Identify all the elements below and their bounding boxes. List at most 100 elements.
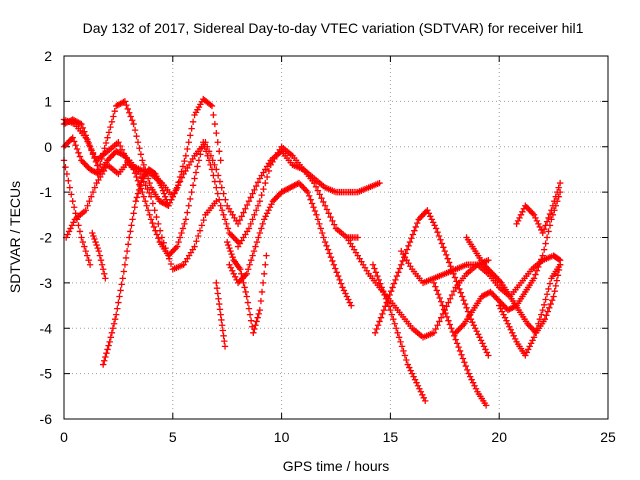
data-point [405, 242, 412, 250]
data-point [329, 257, 336, 265]
data-point [113, 311, 120, 318]
data-point [442, 309, 449, 317]
series-arc-m [369, 261, 429, 405]
data-point [69, 134, 76, 141]
data-point [246, 261, 253, 268]
series-arc-h [213, 279, 229, 350]
data-point [397, 338, 404, 346]
data-point [533, 217, 541, 225]
data-point [471, 382, 478, 389]
data-point [549, 202, 557, 209]
data-point [536, 223, 544, 231]
data-point [214, 290, 221, 297]
data-point [313, 211, 320, 219]
data-point [231, 273, 239, 281]
data-point [545, 214, 552, 222]
data-point [146, 211, 153, 219]
data-point [393, 325, 400, 332]
data-point [99, 150, 107, 157]
data-point [115, 139, 122, 146]
data-point [172, 187, 179, 194]
data-point [391, 320, 398, 327]
data-point [450, 287, 458, 295]
data-point [452, 336, 459, 343]
data-point [226, 244, 233, 252]
data-point [178, 229, 185, 237]
data-point [93, 241, 100, 249]
data-point [98, 261, 106, 268]
data-point [334, 272, 342, 280]
x-tick-label: 20 [491, 429, 507, 445]
data-point [422, 397, 429, 405]
data-point [326, 250, 333, 257]
data-point [325, 210, 332, 217]
data-point [555, 184, 562, 191]
data-point [65, 228, 73, 235]
data-point [395, 269, 402, 276]
data-point [433, 287, 441, 294]
data-point [535, 220, 542, 228]
data-point [545, 285, 552, 293]
data-point [242, 288, 249, 296]
data-point [218, 322, 226, 329]
data-point [427, 213, 434, 220]
data-point [556, 261, 564, 268]
data-point [193, 238, 200, 245]
data-point [134, 190, 142, 197]
data-point [385, 295, 392, 302]
data-point [263, 173, 271, 181]
data-point [110, 320, 118, 327]
data-point [155, 220, 162, 228]
data-point [262, 213, 269, 220]
data-point [392, 276, 399, 284]
data-point [196, 227, 204, 234]
data-point [139, 157, 146, 164]
data-point [89, 188, 97, 196]
data-point [105, 129, 113, 136]
data-point [408, 235, 415, 242]
data-point [548, 207, 555, 214]
data-point [416, 385, 423, 392]
data-point [526, 343, 533, 350]
data-point [380, 306, 388, 314]
data-point [126, 109, 133, 116]
data-point [451, 332, 458, 340]
data-point [539, 229, 546, 237]
data-point [159, 187, 167, 194]
data-point [135, 186, 143, 194]
data-point [171, 190, 178, 197]
data-point [436, 318, 443, 325]
y-tick-label: -5 [40, 366, 53, 382]
series-arc-f [89, 229, 109, 282]
data-point [132, 198, 140, 205]
data-point [84, 252, 91, 259]
data-point [382, 303, 389, 310]
data-point [470, 322, 478, 329]
data-point [544, 308, 551, 315]
data-point [453, 340, 461, 347]
data-point [253, 182, 260, 190]
data-point [84, 202, 91, 209]
data-point [543, 312, 550, 319]
data-point [120, 98, 127, 106]
data-point [91, 235, 98, 243]
data-point [249, 252, 256, 259]
data-point [342, 290, 349, 297]
data-point [317, 225, 324, 232]
data-point [194, 232, 202, 240]
data-point [503, 317, 510, 324]
data-point [396, 265, 404, 272]
data-point [90, 232, 97, 240]
data-point [543, 234, 551, 241]
data-point [201, 143, 208, 150]
data-point [464, 366, 471, 374]
data-point [500, 311, 507, 318]
data-point [70, 219, 77, 226]
data-point [310, 204, 317, 211]
data-point [354, 234, 361, 241]
data-point [547, 300, 554, 308]
x-axis-label: GPS time / hours [283, 458, 390, 474]
data-point [200, 139, 207, 146]
data-point [371, 265, 378, 272]
data-point [119, 275, 126, 282]
